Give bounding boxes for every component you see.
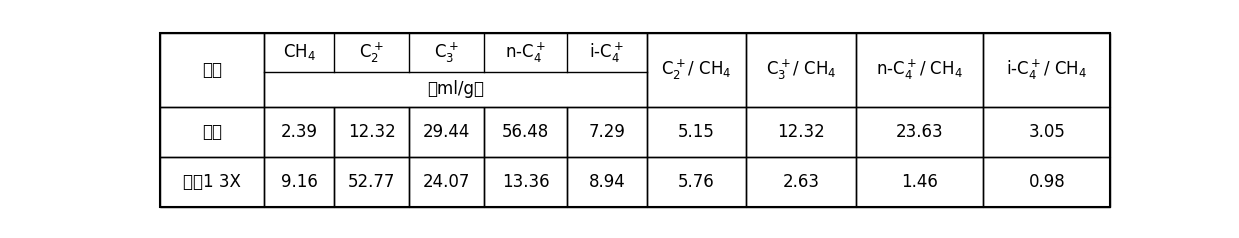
Text: 56.48: 56.48	[502, 123, 549, 141]
Bar	[647, 157, 746, 207]
Bar	[160, 157, 264, 207]
Text: 5.15: 5.15	[678, 123, 715, 141]
Text: 2.63: 2.63	[783, 173, 820, 191]
Bar	[484, 157, 567, 207]
Bar	[567, 157, 647, 207]
Text: 5.76: 5.76	[678, 173, 715, 191]
Text: 29.44: 29.44	[422, 123, 471, 141]
Bar	[984, 107, 1110, 157]
Bar	[264, 33, 647, 107]
Bar	[484, 107, 567, 157]
Bar	[856, 33, 984, 107]
Bar	[746, 157, 856, 207]
Bar	[984, 33, 1110, 107]
Text: 12.32: 12.32	[348, 123, 395, 141]
Bar	[746, 107, 856, 157]
Text: 种类: 种类	[202, 61, 222, 79]
Text: 24.07: 24.07	[422, 173, 471, 191]
Text: 专用1 3X: 专用1 3X	[183, 173, 240, 191]
Bar	[856, 157, 984, 207]
Text: 13.36: 13.36	[502, 173, 549, 191]
Bar	[409, 107, 484, 157]
Bar	[984, 157, 1110, 207]
Text: 3.05: 3.05	[1028, 123, 1066, 141]
Bar	[647, 33, 746, 107]
Bar	[746, 33, 856, 107]
Text: 9.16: 9.16	[281, 173, 317, 191]
Text: 7.29: 7.29	[589, 123, 626, 141]
Text: i-C$_4^+$: i-C$_4^+$	[590, 40, 624, 64]
Bar	[160, 107, 264, 157]
Text: 硫胶: 硫胶	[202, 123, 222, 141]
Bar	[335, 157, 409, 207]
Bar	[264, 157, 335, 207]
Text: CH$_4$: CH$_4$	[282, 42, 316, 62]
Bar	[856, 107, 984, 157]
Text: C$_2^+$: C$_2^+$	[359, 40, 384, 64]
Text: C$_3^+$: C$_3^+$	[435, 40, 458, 64]
Text: （ml/g）: （ml/g）	[427, 80, 484, 98]
Bar	[160, 33, 264, 107]
Text: 12.32: 12.32	[777, 123, 825, 141]
Text: C$_3^+$/ CH$_4$: C$_3^+$/ CH$_4$	[766, 58, 836, 82]
Text: n-C$_4^+$/ CH$_4$: n-C$_4^+$/ CH$_4$	[876, 58, 964, 82]
Bar	[567, 107, 647, 157]
Text: C$_2^+$/ CH$_4$: C$_2^+$/ CH$_4$	[662, 58, 731, 82]
Text: 2.39: 2.39	[281, 123, 317, 141]
Text: 8.94: 8.94	[589, 173, 626, 191]
Text: 23.63: 23.63	[896, 123, 944, 141]
Bar	[409, 157, 484, 207]
Text: i-C$_4^+$/ CH$_4$: i-C$_4^+$/ CH$_4$	[1006, 58, 1088, 82]
Bar	[335, 107, 409, 157]
Bar	[264, 107, 335, 157]
Text: 52.77: 52.77	[348, 173, 395, 191]
Text: 0.98: 0.98	[1028, 173, 1066, 191]
Bar	[647, 107, 746, 157]
Text: n-C$_4^+$: n-C$_4^+$	[506, 40, 546, 64]
Text: 1.46: 1.46	[902, 173, 938, 191]
